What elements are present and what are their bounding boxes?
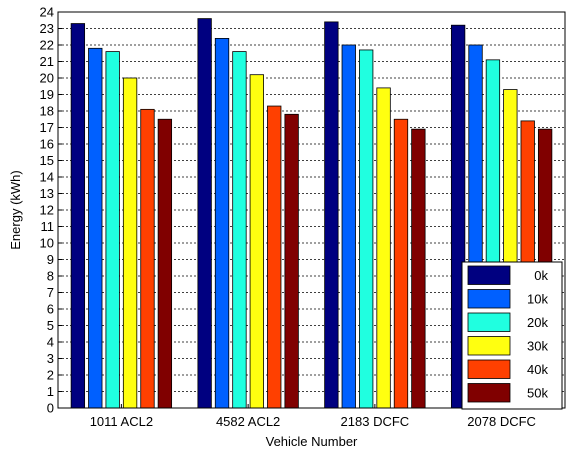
x-tick-label: 1011 ACL2 — [90, 414, 153, 429]
bar-30k-2 — [376, 87, 391, 409]
y-tick-label: 4 — [47, 335, 54, 350]
x-tick-label: 2078 DCFC — [467, 414, 536, 429]
legend-label: 10k — [527, 292, 548, 307]
y-tick-label: 0 — [47, 401, 54, 416]
bar-50k-1 — [284, 113, 299, 409]
legend-swatch-10k — [467, 289, 511, 309]
y-tick-label: 5 — [47, 318, 54, 333]
y-tick-label: 17 — [40, 120, 54, 135]
y-tick-label: 22 — [40, 38, 54, 53]
y-tick-label: 1 — [47, 384, 54, 399]
y-tick-label: 14 — [40, 170, 54, 185]
legend-label: 40k — [527, 362, 548, 377]
y-tick-label: 7 — [47, 285, 54, 300]
legend-label: 20k — [527, 315, 548, 330]
y-tick-label: 23 — [40, 21, 54, 36]
bar-40k-2 — [393, 118, 409, 409]
legend-label: 50k — [527, 386, 548, 401]
y-tick-label: 20 — [40, 71, 54, 86]
y-tick-label: 9 — [47, 252, 54, 267]
bar-40k-0 — [140, 108, 155, 409]
legend-swatch-30k — [467, 336, 511, 356]
y-tick-label: 15 — [40, 153, 54, 168]
y-tick-label: 2 — [47, 368, 54, 383]
bar-0k-2 — [324, 21, 339, 409]
y-tick-label: 10 — [40, 236, 54, 251]
bar-30k-0 — [122, 77, 138, 409]
y-tick-label: 18 — [40, 104, 54, 119]
bars — [70, 18, 553, 409]
y-tick-label: 16 — [40, 137, 54, 152]
bar-50k-0 — [157, 118, 173, 409]
bar-40k-1 — [267, 105, 282, 409]
legend: 0k 10k 20k 30k 40k 50k — [461, 261, 563, 410]
y-tick-label: 19 — [40, 87, 54, 102]
y-tick-label: 21 — [40, 54, 54, 69]
legend-swatch-40k — [467, 359, 511, 379]
legend-label: 0k — [534, 268, 548, 283]
y-tick-label: 11 — [41, 219, 55, 234]
legend-label: 30k — [527, 339, 548, 354]
y-tick-label: 13 — [40, 186, 54, 201]
y-tick-label: 3 — [47, 351, 54, 366]
bar-10k-0 — [88, 47, 103, 409]
bar-10k-2 — [341, 44, 356, 409]
legend-swatch-0k — [467, 265, 511, 285]
x-tick-label: 2183 DCFC — [341, 414, 410, 429]
bar-0k-0 — [70, 23, 86, 409]
y-tick-label: 24 — [40, 5, 54, 20]
y-tick-label: 8 — [47, 269, 54, 284]
y-tick-label: 6 — [47, 302, 54, 317]
x-tick-label: 4582 ACL2 — [216, 414, 280, 429]
x-axis-ticks: 1011 ACL2 4582 ACL2 2183 DCFC 2078 DCFC — [90, 404, 536, 429]
bar-10k-1 — [214, 38, 230, 409]
bar-30k-1 — [249, 74, 264, 409]
bar-50k-2 — [411, 128, 426, 409]
bar-20k-0 — [105, 51, 120, 409]
bar-0k-1 — [197, 18, 212, 409]
legend-swatch-20k — [467, 312, 511, 332]
x-axis-label: Vehicle Number — [266, 434, 358, 449]
legend-swatch-50k — [467, 383, 511, 403]
bar-20k-1 — [232, 51, 247, 409]
y-tick-label: 12 — [40, 203, 54, 218]
y-axis-label: Energy (kWh) — [8, 170, 23, 249]
bar-20k-2 — [359, 49, 374, 409]
